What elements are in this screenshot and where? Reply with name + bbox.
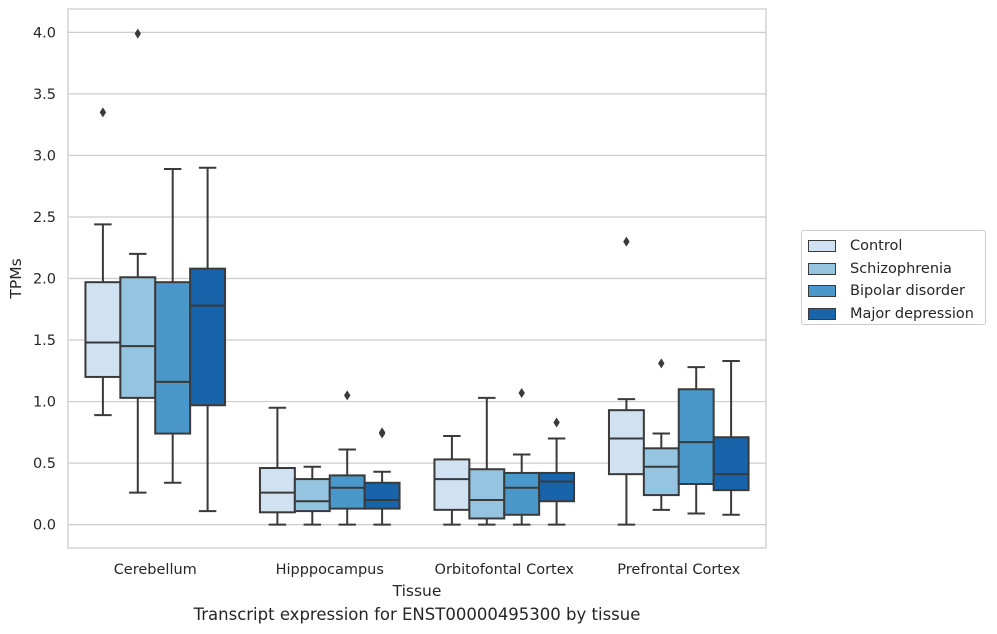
- box-bipolar-disorder: [677, 366, 715, 515]
- box-control: [84, 107, 122, 417]
- box-iqr: [363, 481, 401, 510]
- legend-label: Bipolar disorder: [850, 283, 965, 300]
- x-tick-label: Orbitofontal Cortex: [435, 562, 575, 578]
- legend-item: Bipolar disorder: [808, 280, 985, 303]
- box-bipolar-disorder: [328, 390, 366, 526]
- y-tick-label: 0.0: [33, 518, 56, 534]
- outlier-point: [134, 28, 141, 39]
- legend-swatch: [808, 285, 836, 298]
- box-bipolar-disorder: [154, 167, 192, 484]
- figure-caption: Transcript expression for ENST0000049530…: [193, 605, 641, 624]
- plot-frame: [67, 8, 767, 549]
- box-major-depression: [189, 166, 227, 513]
- outlier-point: [99, 107, 107, 118]
- y-tick-label: 1.5: [33, 333, 56, 349]
- y-tick-label: 2.0: [33, 272, 56, 288]
- box-iqr: [433, 458, 471, 511]
- boxes: [84, 28, 750, 526]
- box-iqr: [189, 267, 227, 407]
- x-tick-label: Cerebellum: [114, 562, 197, 578]
- box-iqr: [607, 409, 645, 476]
- box-iqr: [468, 468, 506, 520]
- box-iqr: [503, 471, 541, 516]
- y-tick-label: 4.0: [33, 25, 56, 41]
- box-iqr: [154, 281, 192, 435]
- outlier-point: [553, 417, 560, 428]
- legend-item: Control: [808, 235, 985, 258]
- y-tick-label: 3.5: [33, 87, 56, 103]
- box-control: [607, 236, 645, 526]
- box-iqr: [677, 388, 715, 486]
- legend-label: Schizophrenia: [850, 260, 952, 277]
- outlier-point: [518, 387, 525, 398]
- y-axis-label: TPMs: [7, 258, 25, 299]
- box-iqr: [712, 436, 750, 492]
- x-tick-labels: Cerebellum Hipppocampus Orbitofontal Corte…: [114, 562, 741, 578]
- box-schizophrenia: [293, 465, 331, 526]
- box-schizophrenia: [642, 358, 680, 511]
- x-tick-label: Prefrontal Cortex: [617, 562, 740, 578]
- legend-label: Major depression: [850, 305, 974, 322]
- y-tick-label: 1.0: [33, 395, 56, 411]
- box-schizophrenia: [468, 396, 506, 526]
- box-bipolar-disorder: [503, 387, 541, 526]
- box-iqr: [538, 471, 576, 503]
- legend-swatch: [808, 307, 836, 320]
- legend-label: Control: [850, 238, 903, 255]
- box-iqr: [642, 447, 680, 497]
- outlier-point: [378, 427, 386, 438]
- legend-item: Schizophrenia: [808, 258, 985, 281]
- legend-swatch: [808, 240, 836, 253]
- y-tick-labels: 0.0 0.5 1.0 1.5 2.0 2.5 3.0 3.5 4.0: [33, 25, 56, 533]
- box-iqr: [258, 467, 296, 514]
- box-control: [433, 435, 471, 526]
- box-control: [258, 406, 296, 526]
- box-major-depression: [538, 417, 576, 526]
- x-tick-label: Hipppocampus: [276, 562, 384, 578]
- outlier-point: [623, 236, 630, 247]
- legend: Control Schizophrenia Bipolar disorder Majo…: [801, 230, 986, 325]
- box-major-depression: [363, 427, 401, 526]
- box-schizophrenia: [119, 28, 157, 494]
- box-iqr: [119, 276, 157, 399]
- y-tick-label: 0.5: [33, 456, 56, 472]
- box-iqr: [84, 281, 122, 378]
- x-axis-label: Tissue: [392, 582, 442, 600]
- box-major-depression: [712, 359, 750, 516]
- legend-swatch: [808, 262, 836, 275]
- y-tick-label: 3.0: [33, 148, 56, 164]
- legend-item: Major depression: [808, 303, 985, 326]
- box-iqr: [293, 478, 331, 513]
- y-tick-label: 2.5: [33, 210, 56, 226]
- outlier-point: [344, 390, 351, 401]
- outlier-point: [658, 358, 665, 369]
- box-iqr: [328, 474, 366, 510]
